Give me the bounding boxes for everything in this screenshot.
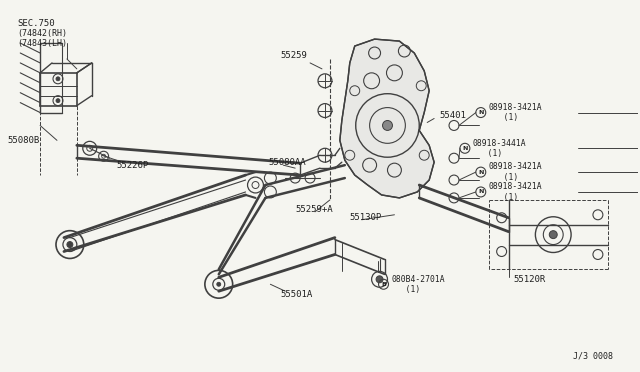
Text: 55501A: 55501A <box>280 290 312 299</box>
Text: N: N <box>478 189 483 195</box>
Text: 08918-3421A
   (1): 08918-3421A (1) <box>489 163 542 182</box>
Circle shape <box>67 241 73 247</box>
Text: 55259+A: 55259+A <box>295 205 333 214</box>
Circle shape <box>549 231 557 238</box>
Text: N: N <box>462 146 468 151</box>
Text: (74842(RH): (74842(RH) <box>17 29 67 38</box>
Circle shape <box>56 77 60 81</box>
Circle shape <box>56 99 60 103</box>
Text: 55120R: 55120R <box>513 275 546 284</box>
Text: (74843(LH): (74843(LH) <box>17 39 67 48</box>
Polygon shape <box>340 39 434 198</box>
Text: 55080B: 55080B <box>7 136 40 145</box>
Text: 55401: 55401 <box>439 111 466 120</box>
Text: N: N <box>478 170 483 174</box>
Circle shape <box>376 276 383 283</box>
Circle shape <box>383 121 392 131</box>
Text: 08918-3421A
   (1): 08918-3421A (1) <box>489 103 542 122</box>
Text: 08918-3421A
   (1): 08918-3421A (1) <box>489 182 542 202</box>
Circle shape <box>217 282 221 286</box>
Text: J/3 0008: J/3 0008 <box>573 352 612 361</box>
Text: 55226P: 55226P <box>116 161 148 170</box>
Text: 080B4-2701A
   (1): 080B4-2701A (1) <box>392 275 445 294</box>
Text: SEC.750: SEC.750 <box>17 19 55 28</box>
Text: 55259: 55259 <box>280 51 307 61</box>
Text: 08918-3441A
   (1): 08918-3441A (1) <box>473 139 527 158</box>
Text: 55080AA: 55080AA <box>268 158 306 167</box>
Text: N: N <box>478 110 483 115</box>
Text: 55130P: 55130P <box>350 213 382 222</box>
Text: B: B <box>381 282 386 287</box>
